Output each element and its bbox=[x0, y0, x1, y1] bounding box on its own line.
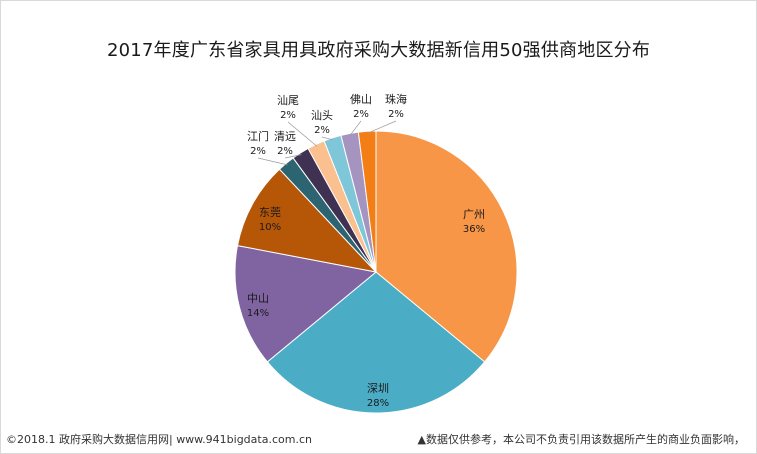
pie-slice-3 bbox=[236, 168, 378, 273]
slice-label-1: 深圳 bbox=[367, 382, 389, 395]
slice-percent-8: 2% bbox=[353, 109, 369, 120]
slice-percent-7: 2% bbox=[314, 125, 330, 136]
slice-label-3: 东莞 bbox=[259, 206, 281, 219]
slice-percent-1: 28% bbox=[367, 398, 389, 409]
slice-percent-3: 10% bbox=[259, 222, 281, 233]
slice-label-5: 清远 bbox=[274, 130, 296, 143]
leader-line-5 bbox=[284, 154, 302, 159]
leader-lines bbox=[257, 120, 397, 166]
slice-percent-5: 2% bbox=[277, 146, 293, 157]
slice-label-4: 江门 bbox=[247, 129, 269, 143]
leader-line-4 bbox=[257, 157, 288, 166]
slice-label-8: 佛山 bbox=[350, 93, 372, 106]
leader-line-6 bbox=[287, 121, 318, 147]
leader-line-8 bbox=[349, 120, 362, 136]
slice-percent-0: 36% bbox=[463, 224, 485, 235]
slice-label-2: 中山 bbox=[247, 292, 269, 305]
pie-slices bbox=[234, 130, 518, 414]
pie-slice-2 bbox=[234, 244, 378, 363]
slice-percent-6: 2% bbox=[280, 110, 296, 121]
slice-label-7: 汕头 bbox=[311, 109, 333, 122]
slice-label-9: 珠海 bbox=[385, 92, 407, 106]
leader-line-9 bbox=[367, 120, 397, 134]
chart-title: 2017年度广东省家具用具政府采购大数据新信用50强供商地区分布 bbox=[106, 40, 651, 61]
slice-label-6: 汕尾 bbox=[277, 94, 299, 107]
pie-slice-1 bbox=[266, 271, 486, 414]
footer-copyright: ©2018.1 政府采购大数据信用网| www.941bigdata.com.c… bbox=[6, 433, 312, 446]
slice-percent-2: 14% bbox=[247, 308, 269, 319]
leader-line-7 bbox=[321, 136, 334, 141]
pie-slice-9 bbox=[357, 130, 377, 273]
pie-slice-0 bbox=[375, 130, 518, 363]
pie-labels: 广州 36% 深圳 28% 中山 14% 东莞 10% 江门 2% 清远 2% 汕尾 2% 汕头 2% 佛山 2%… bbox=[247, 92, 485, 409]
slice-percent-4: 2% bbox=[250, 146, 266, 157]
slice-percent-9: 2% bbox=[388, 109, 404, 120]
slice-label-0: 广州 bbox=[463, 208, 485, 221]
footer-disclaimer: ▲数据仅供参考，本公司不负责引用该数据所产生的商业负面影响， bbox=[417, 433, 745, 446]
